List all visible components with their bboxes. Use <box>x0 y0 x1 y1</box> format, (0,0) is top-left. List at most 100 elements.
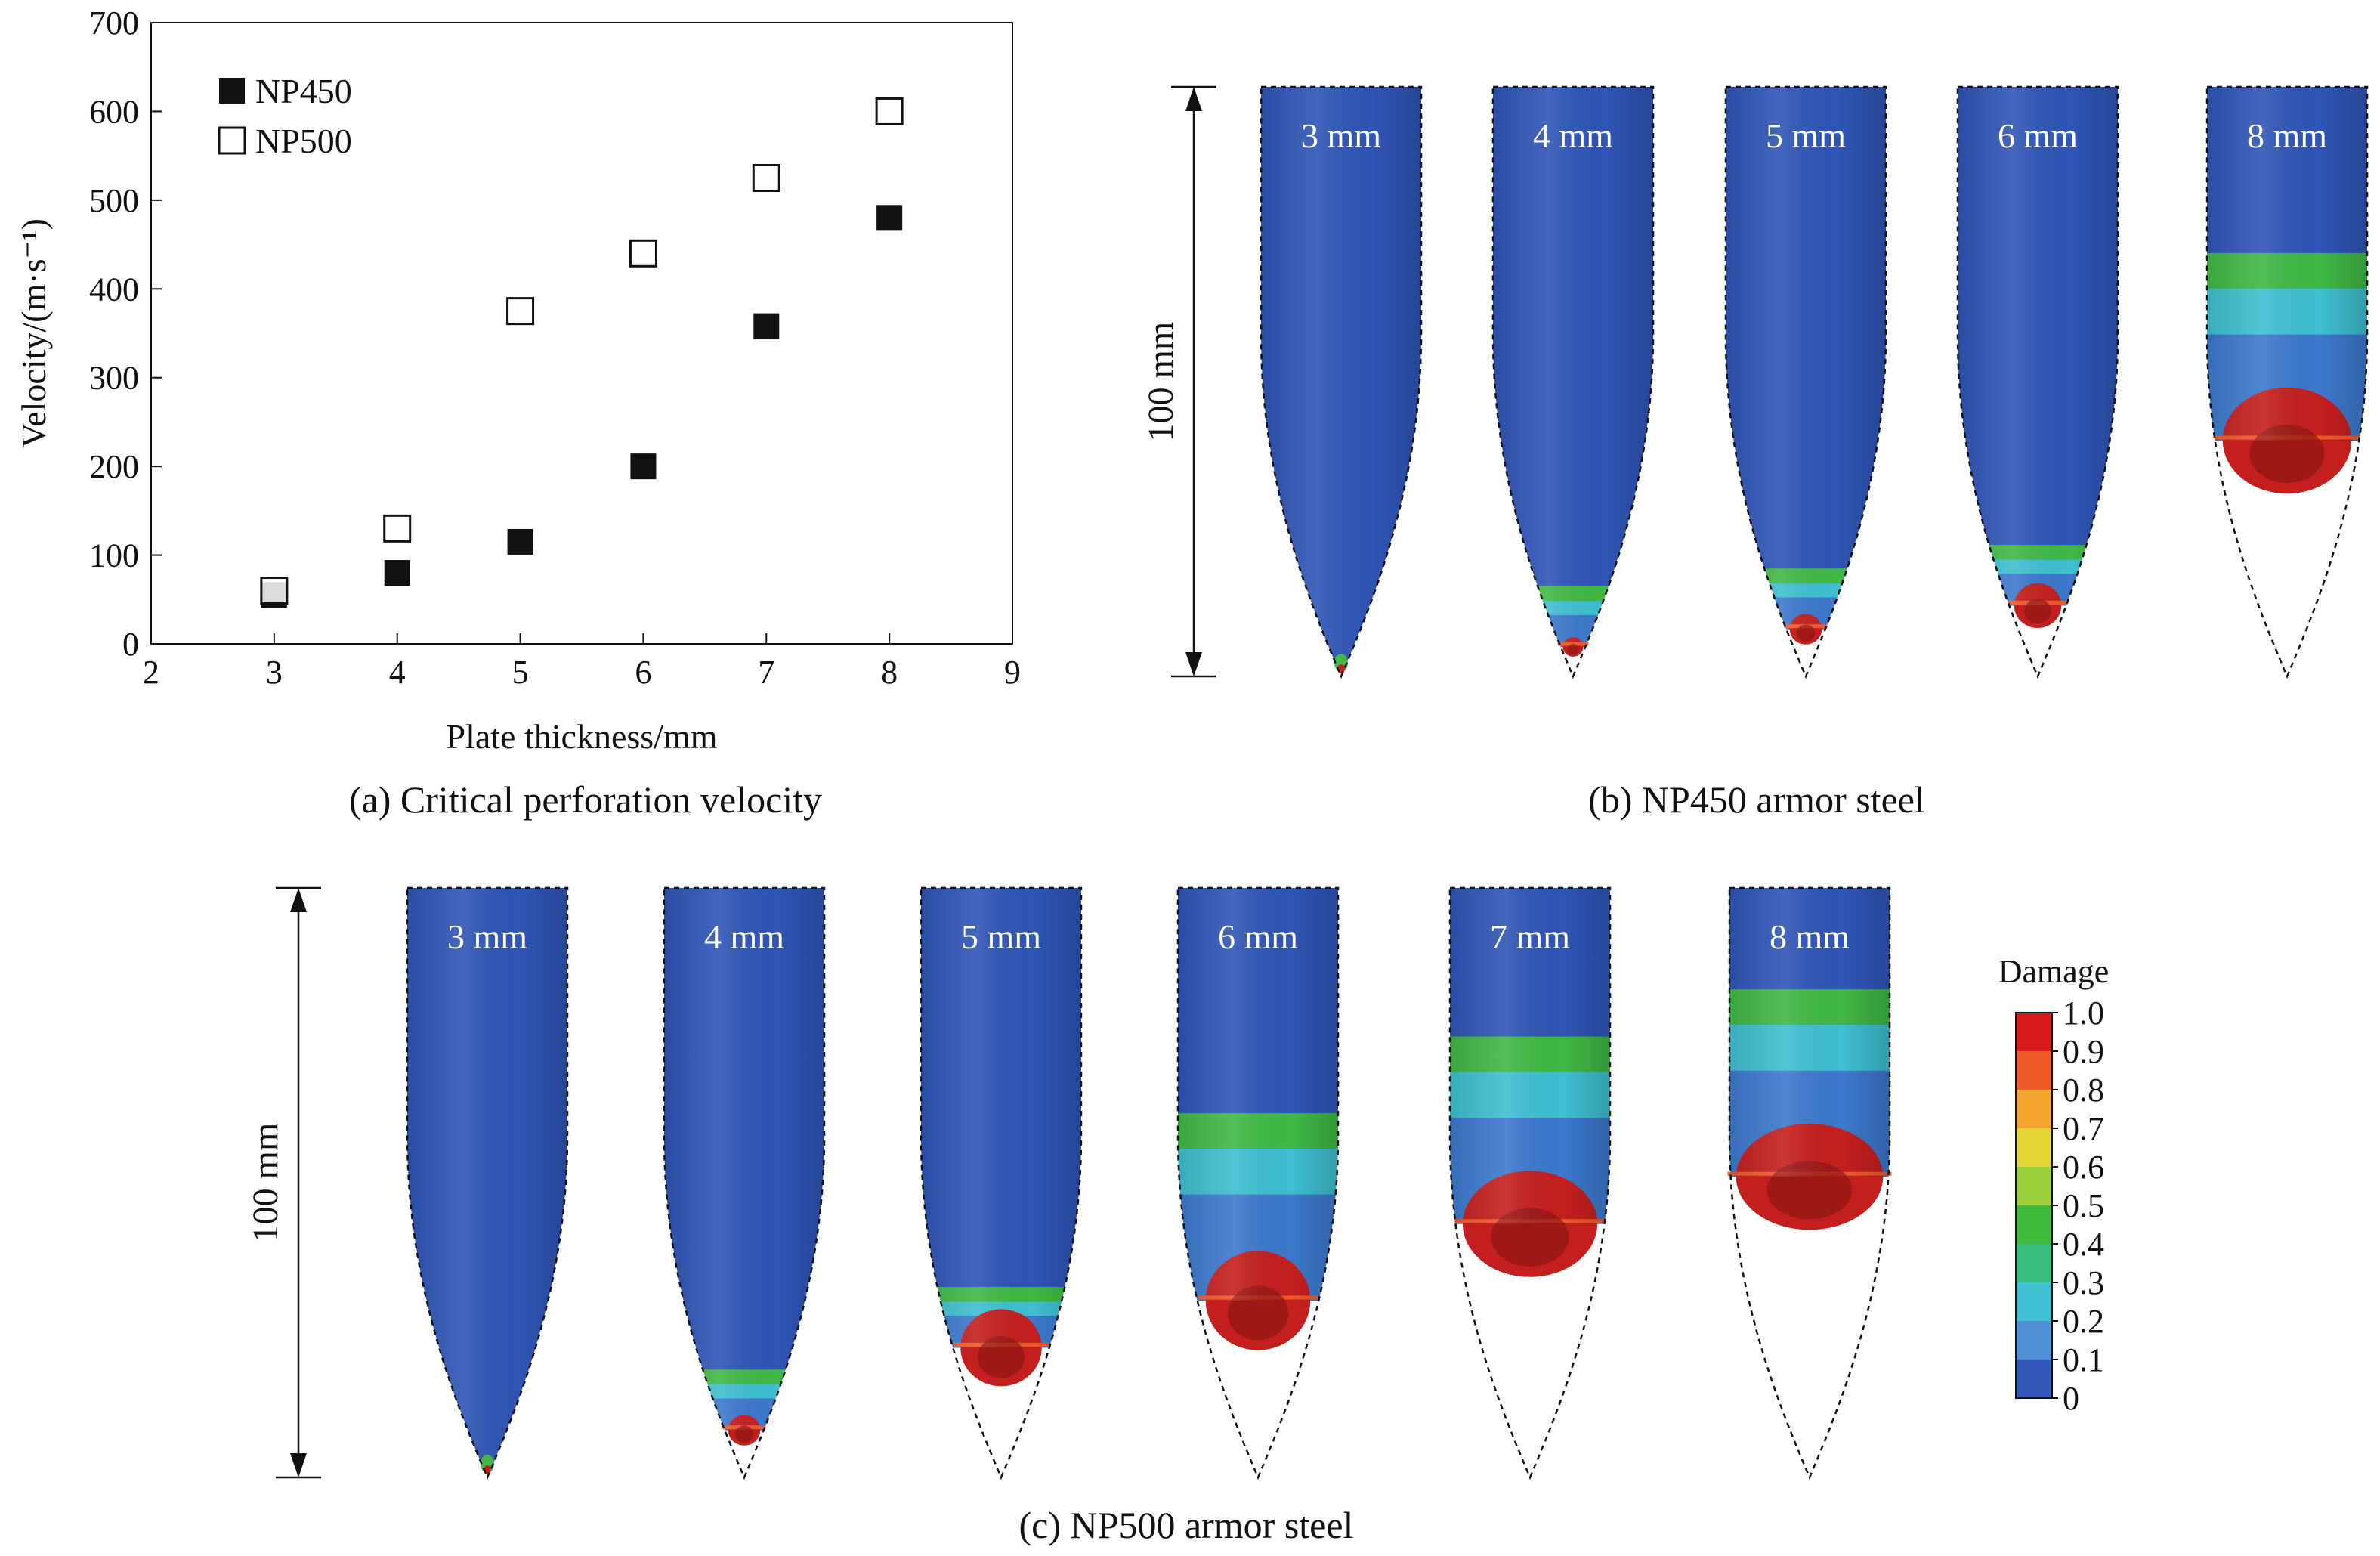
original-outline <box>1176 886 1340 1480</box>
colorbar-tick-label: 0 <box>2063 1380 2079 1417</box>
thickness-label: 6 mm <box>1218 917 1298 956</box>
thickness-label: 4 mm <box>704 917 784 956</box>
y-tick-label: 500 <box>89 182 139 219</box>
point-np500 <box>875 97 904 125</box>
projectile-row: 3 mm 4 mm 5 mm 6 mm 8 mm <box>1260 85 2369 679</box>
point-np450 <box>630 453 657 480</box>
y-tick-label: 400 <box>89 271 139 308</box>
thickness-label: 3 mm <box>1301 116 1381 155</box>
panel-b-caption: (b) NP450 armor steel <box>1588 778 1925 821</box>
tick-marks <box>150 22 1013 645</box>
thickness-label: 6 mm <box>1998 116 2078 155</box>
y-tick-label: 100 <box>89 537 139 574</box>
projectile-3mm: 3 mm <box>406 886 569 1480</box>
colorbar-swatch <box>2016 1205 2052 1245</box>
y-tick-label: 700 <box>89 5 139 42</box>
colorbar-tick-label: 0.9 <box>2063 1033 2104 1070</box>
colorbar-tick-label: 0.1 <box>2063 1341 2104 1378</box>
thickness-label: 3 mm <box>447 917 527 956</box>
panel-c-projectiles: 100 mm 3 mm 4 mm 5 mm 6 mm 7 mm 8 mm Damage 1.… <box>246 886 2110 1546</box>
panel-a-scatter: 2 3 4 5 6 7 8 9 0 100 200 300 400 500 600 700 NP450 NP5… <box>14 5 1021 821</box>
x-tick-label: 4 <box>389 654 406 691</box>
colorbar-swatch <box>2016 1128 2052 1168</box>
dim-label: 100 mm <box>1141 322 1181 442</box>
y-axis-label: Velocity/(m·s⁻¹) <box>14 218 53 448</box>
colorbar-swatch <box>2016 1321 2052 1360</box>
legend-marker <box>218 126 246 155</box>
data-points <box>260 97 904 608</box>
point-np450 <box>384 560 410 586</box>
body-shading <box>664 888 824 1431</box>
original-outline <box>1448 886 1612 1480</box>
point-np500 <box>506 297 535 326</box>
body-shading <box>1958 87 2118 606</box>
projectile-5mm: 5 mm <box>1724 85 1887 679</box>
colorbar-title: Damage <box>1998 953 2110 990</box>
body-shading <box>1178 888 1338 1301</box>
original-outline <box>920 886 1083 1480</box>
original-outline <box>1724 85 1887 679</box>
projectile-8mm: 8 mm <box>1727 886 1892 1480</box>
colorbar-swatch <box>2016 1013 2052 1052</box>
projectile-6mm: 6 mm <box>1956 85 2119 679</box>
panel-c-caption: (c) NP500 armor steel <box>1019 1504 1354 1546</box>
length-dimension: 100 mm <box>246 886 321 1479</box>
original-outline <box>1491 85 1655 679</box>
projectile-6mm: 6 mm <box>1176 886 1340 1480</box>
original-outline <box>406 886 569 1480</box>
body-shading <box>1450 888 1610 1224</box>
colorbar-tick-label: 0.4 <box>2063 1226 2104 1263</box>
legend-label: NP450 <box>255 72 352 110</box>
body-shading <box>1261 87 1421 665</box>
body-shading <box>1729 888 1890 1177</box>
x-tick-labels: 2 3 4 5 6 7 8 9 <box>143 654 1021 691</box>
colorbar-swatch <box>2016 1051 2052 1090</box>
thickness-label: 8 mm <box>1770 917 1850 956</box>
point-np500 <box>629 239 657 268</box>
colorbar-tick-label: 0.8 <box>2063 1072 2104 1109</box>
y-tick-labels: 0 100 200 300 400 500 600 700 <box>89 5 139 663</box>
dim-arrow-top <box>1185 87 1202 111</box>
panel-b-projectiles: 100 mm 3 mm 4 mm 5 mm 6 mm 8 mm (b) NP450 ar… <box>1141 85 2369 821</box>
thickness-label: 7 mm <box>1490 917 1570 956</box>
legend-marker <box>219 78 245 104</box>
dim-arrow-bottom <box>1185 652 1202 676</box>
colorbar-swatch <box>2016 1090 2052 1129</box>
colorbar-tick-label: 0.3 <box>2063 1264 2104 1301</box>
x-tick-label: 9 <box>1004 654 1021 691</box>
colorbar-tick-label: 0.7 <box>2063 1110 2104 1147</box>
projectile-5mm: 5 mm <box>920 886 1083 1480</box>
plot-frame <box>150 22 1013 645</box>
projectile-4mm: 4 mm <box>663 886 826 1480</box>
point-np450 <box>753 313 780 339</box>
colorbar-swatch <box>2016 1282 2052 1322</box>
original-outline <box>663 886 826 1480</box>
point-np450 <box>876 205 903 231</box>
projectile-row: 3 mm 4 mm 5 mm 6 mm 7 mm 8 mm <box>406 886 1892 1480</box>
dim-arrow-bottom <box>290 1453 307 1477</box>
point-np450 <box>507 528 533 555</box>
y-tick-label: 0 <box>122 626 139 663</box>
x-tick-label: 5 <box>512 654 529 691</box>
original-outline <box>1260 85 1423 679</box>
dim-arrow-top <box>290 888 307 912</box>
x-tick-label: 7 <box>758 654 774 691</box>
y-tick-label: 600 <box>89 93 139 130</box>
colorbar-swatch <box>2016 1244 2052 1283</box>
length-dimension: 100 mm <box>1141 85 1216 678</box>
x-axis-label: Plate thickness/mm <box>446 717 717 756</box>
x-tick-label: 8 <box>881 654 898 691</box>
point-np500 <box>383 514 412 543</box>
x-tick-label: 6 <box>635 654 651 691</box>
original-outline <box>2205 85 2369 679</box>
colorbar-swatch <box>2016 1360 2052 1399</box>
thickness-label: 5 mm <box>961 917 1041 956</box>
thickness-label: 8 mm <box>2247 116 2327 155</box>
projectile-3mm: 3 mm <box>1260 85 1423 679</box>
point-np500 <box>752 164 780 192</box>
projectile-8mm: 8 mm <box>2205 85 2369 679</box>
x-tick-label: 2 <box>143 654 159 691</box>
panel-a-caption: (a) Critical perforation velocity <box>349 778 822 821</box>
body-shading <box>921 888 1081 1348</box>
